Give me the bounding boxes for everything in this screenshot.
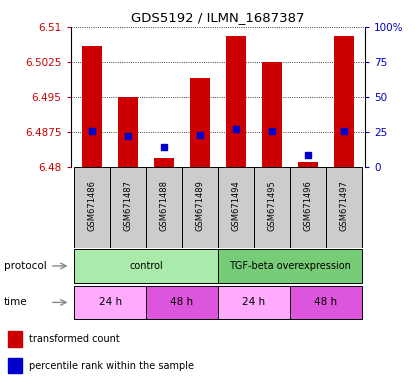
Point <box>232 126 239 132</box>
Bar <box>218 249 361 283</box>
Text: GSM671497: GSM671497 <box>339 180 348 231</box>
Bar <box>290 167 326 248</box>
Point <box>161 144 167 151</box>
Text: GSM671489: GSM671489 <box>195 180 205 231</box>
Bar <box>254 167 290 248</box>
Bar <box>218 167 254 248</box>
Text: transformed count: transformed count <box>29 334 119 344</box>
Text: GSM671487: GSM671487 <box>124 180 132 231</box>
Bar <box>182 167 218 248</box>
Text: GSM671486: GSM671486 <box>88 180 97 231</box>
Text: GSM671496: GSM671496 <box>303 180 312 231</box>
Text: GSM671495: GSM671495 <box>267 180 276 231</box>
Point <box>304 152 311 158</box>
Text: TGF-beta overexpression: TGF-beta overexpression <box>229 261 351 271</box>
Bar <box>74 167 110 248</box>
Text: GSM671494: GSM671494 <box>231 180 240 231</box>
Bar <box>74 286 146 319</box>
Text: protocol: protocol <box>4 261 47 271</box>
Bar <box>334 36 354 167</box>
Bar <box>82 46 102 167</box>
Bar <box>226 36 246 167</box>
Point <box>340 127 347 134</box>
Bar <box>154 158 174 167</box>
Text: 48 h: 48 h <box>171 297 193 308</box>
Bar <box>218 286 290 319</box>
Text: GSM671488: GSM671488 <box>159 180 168 231</box>
Bar <box>262 62 282 167</box>
Bar <box>8 331 22 347</box>
Title: GDS5192 / ILMN_1687387: GDS5192 / ILMN_1687387 <box>131 11 305 24</box>
Text: 24 h: 24 h <box>98 297 122 308</box>
Bar <box>290 286 361 319</box>
Point <box>89 127 95 134</box>
Bar <box>146 286 218 319</box>
Text: 48 h: 48 h <box>314 297 337 308</box>
Point <box>269 127 275 134</box>
Text: 24 h: 24 h <box>242 297 265 308</box>
Bar <box>190 78 210 167</box>
Point <box>197 132 203 138</box>
Text: time: time <box>4 297 28 308</box>
Bar <box>146 167 182 248</box>
Point <box>125 133 132 139</box>
Bar <box>118 97 138 167</box>
Text: control: control <box>129 261 163 271</box>
Bar <box>298 162 317 167</box>
Bar <box>110 167 146 248</box>
Bar <box>74 249 218 283</box>
Bar <box>8 358 22 374</box>
Text: percentile rank within the sample: percentile rank within the sample <box>29 361 193 371</box>
Bar <box>326 167 361 248</box>
